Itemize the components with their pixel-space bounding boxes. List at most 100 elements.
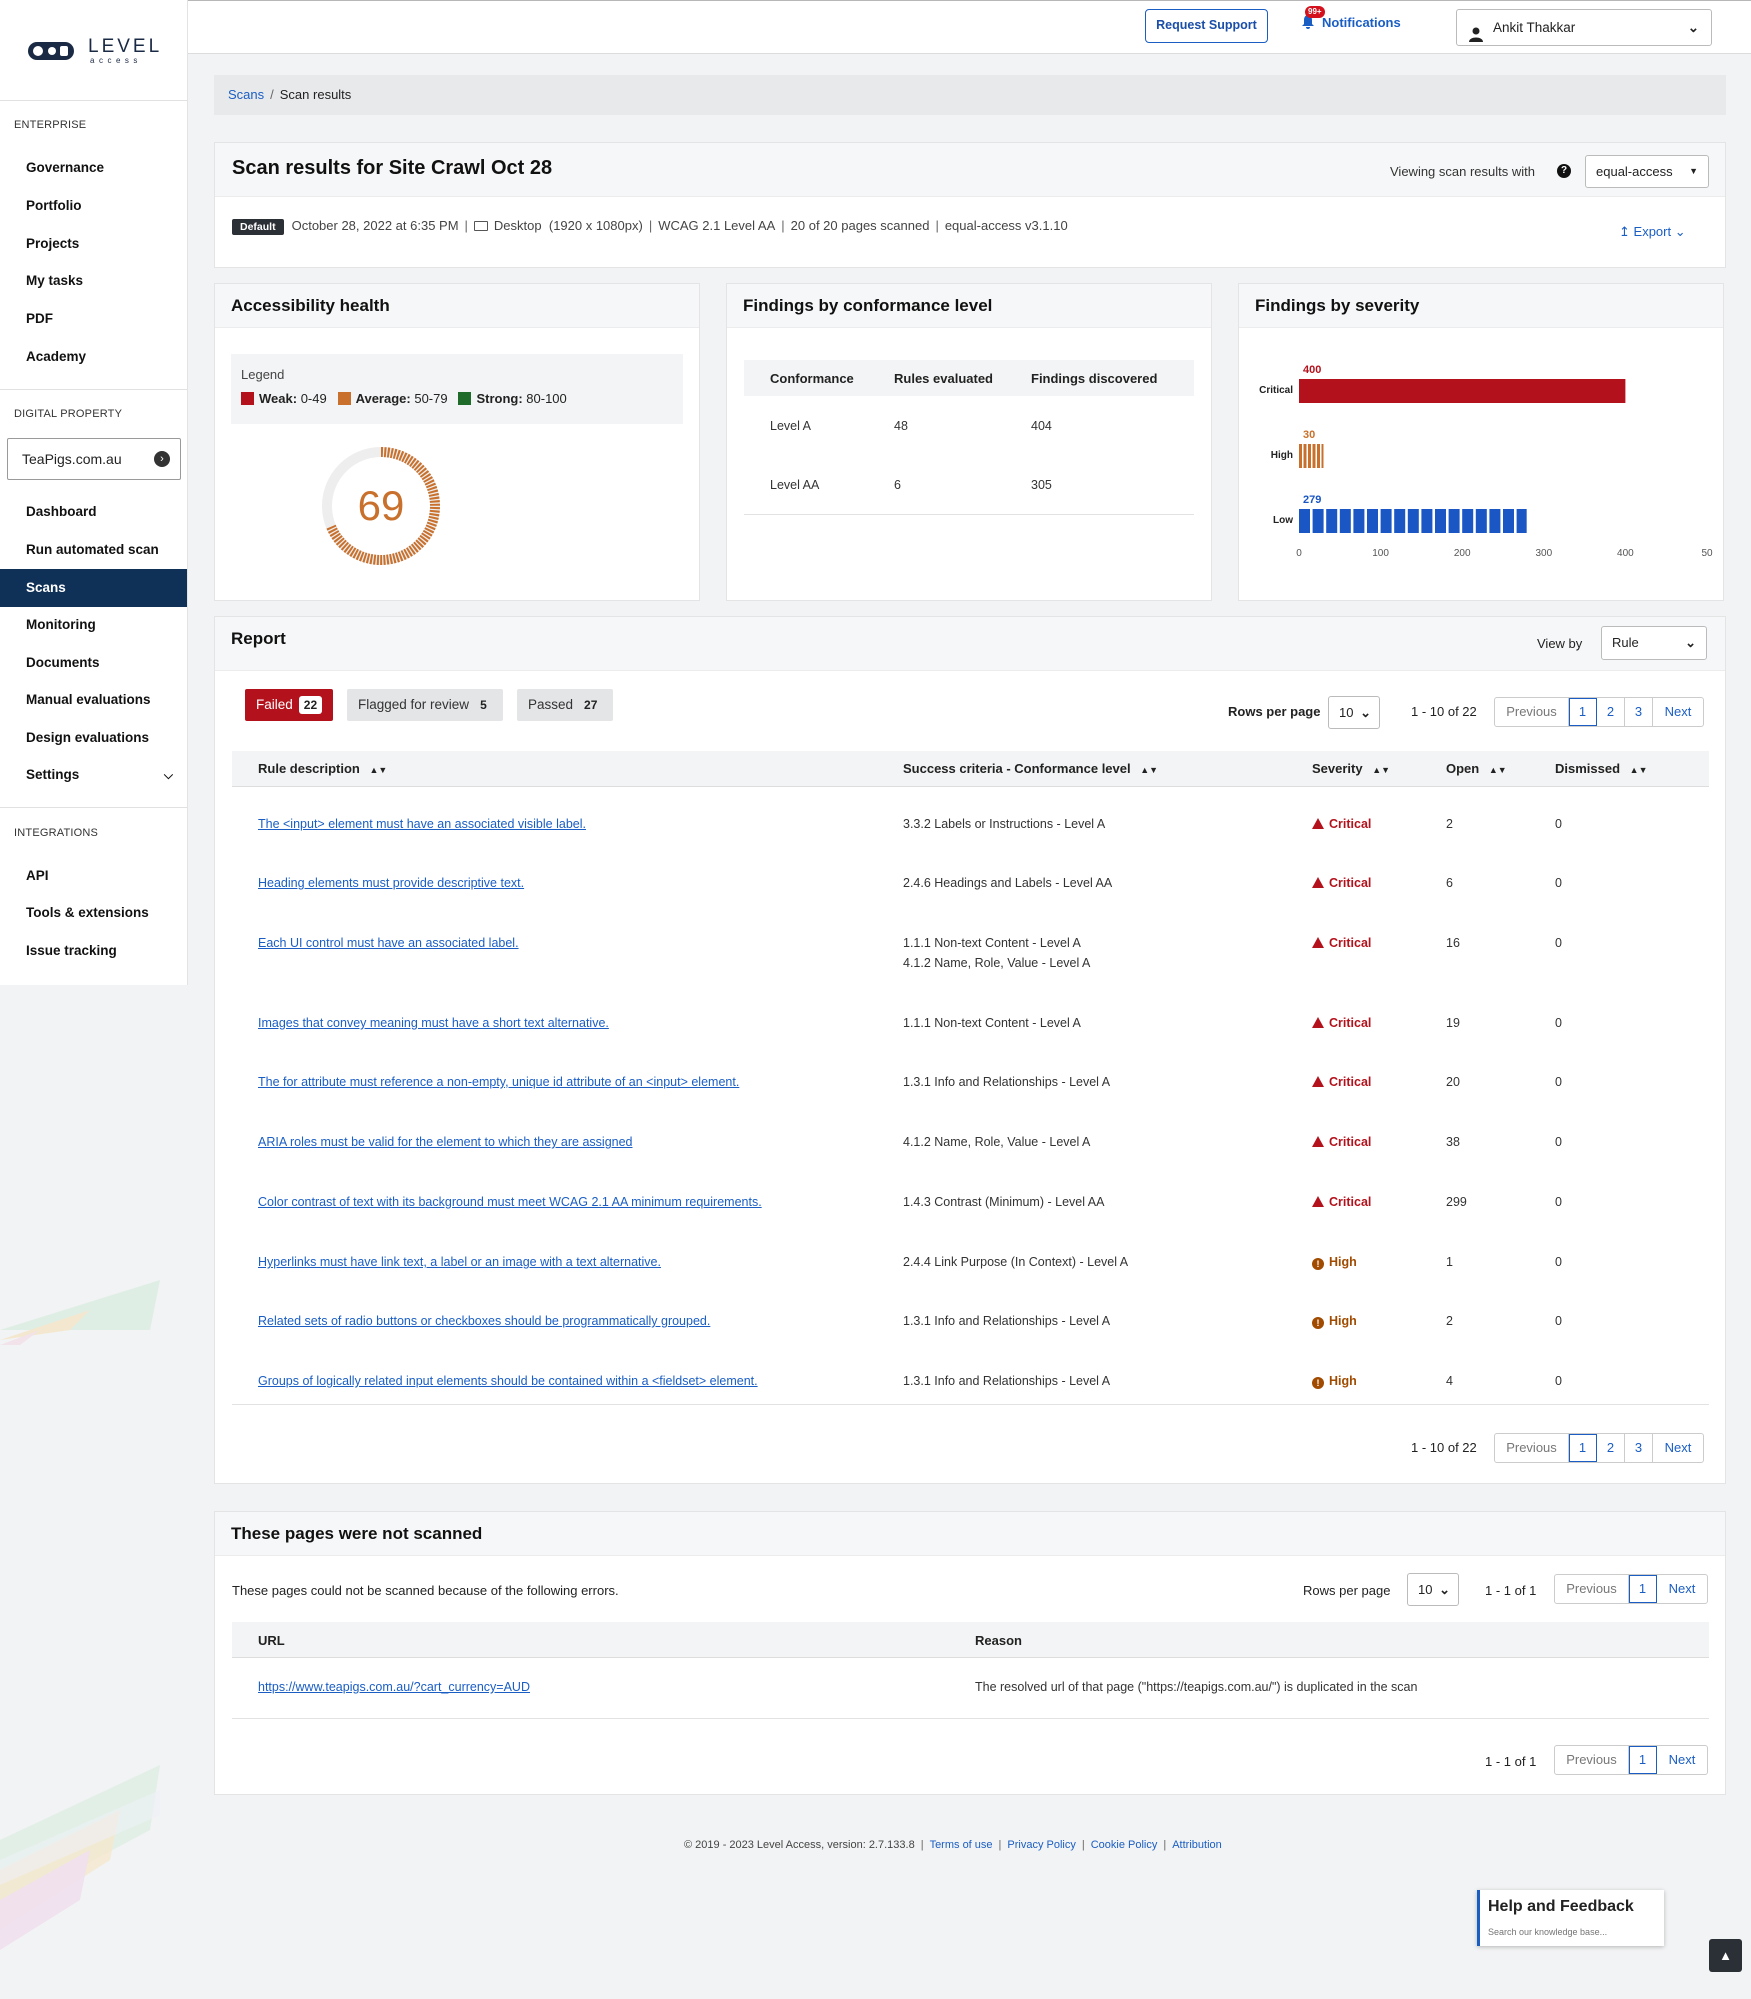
tab-passed[interactable]: Passed 27 bbox=[517, 689, 614, 721]
pagination-next[interactable]: Next bbox=[1664, 1440, 1692, 1455]
legend-range-weak: 0-49 bbox=[300, 391, 327, 406]
chart-bar-critical bbox=[1299, 379, 1626, 403]
pagination-page[interactable]: 3 bbox=[1625, 1434, 1653, 1462]
col-header-success-criteria[interactable]: Success criteria - Conformance level ▲▼ bbox=[903, 761, 1158, 776]
sidebar-item-academy[interactable]: Academy bbox=[26, 349, 87, 364]
sidebar-item-settings-label: Settings bbox=[26, 767, 80, 782]
sidebar-item-issue-tracking[interactable]: Issue tracking bbox=[26, 943, 117, 958]
rule-link[interactable]: Related sets of radio buttons or checkbo… bbox=[258, 1314, 711, 1328]
footer-link-cookie[interactable]: Cookie Policy bbox=[1090, 1839, 1158, 1851]
conformance-card: Findings by conformance level Conformanc… bbox=[726, 283, 1212, 601]
sidebar-item-my-tasks[interactable]: My tasks bbox=[26, 273, 84, 288]
rule-link[interactable]: Heading elements must provide descriptiv… bbox=[258, 876, 525, 890]
pagination-page[interactable]: 1 bbox=[1629, 1575, 1657, 1603]
digital-property-select[interactable]: TeaPigs.com.au › bbox=[7, 438, 181, 480]
sidebar-item-tools-extensions[interactable]: Tools & extensions bbox=[26, 905, 149, 920]
scroll-to-top-button[interactable]: ▲ bbox=[1709, 1939, 1742, 1972]
sidebar-item-manual-evaluations[interactable]: Manual evaluations bbox=[26, 692, 151, 707]
exclamation-circle-icon: ! bbox=[1312, 1317, 1324, 1329]
pagination-previous[interactable]: Previous bbox=[1555, 1746, 1629, 1774]
pagination: Previous 1 2 3 Next bbox=[1494, 697, 1704, 727]
rule-link[interactable]: The <input> element must have an associa… bbox=[258, 817, 586, 831]
warning-triangle-icon bbox=[1312, 1076, 1324, 1087]
rule-link[interactable]: The for attribute must reference a non-e… bbox=[258, 1075, 740, 1089]
footer-link-terms[interactable]: Terms of use bbox=[929, 1839, 993, 1851]
sidebar-item-settings[interactable]: Settings ⌵ bbox=[0, 756, 187, 794]
sidebar-item-pdf[interactable]: PDF bbox=[26, 311, 53, 326]
breadcrumb: Scans / Scan results bbox=[214, 75, 1726, 115]
request-support-button[interactable]: Request Support bbox=[1145, 9, 1268, 43]
legend-label-average: Average: bbox=[355, 391, 411, 406]
col-header-dismissed[interactable]: Dismissed ▲▼ bbox=[1555, 761, 1648, 776]
rows-per-page-select[interactable]: 10 ⌄ bbox=[1407, 1573, 1459, 1606]
not-scanned-url-link[interactable]: https://www.teapigs.com.au/?cart_currenc… bbox=[258, 1680, 530, 1694]
report-card: Report View by Rule ⌄ Failed 22 Flagged f… bbox=[214, 616, 1726, 1484]
notifications-button[interactable]: 99+ Notifications bbox=[1300, 6, 1401, 40]
warning-triangle-icon bbox=[1312, 1136, 1324, 1147]
rule-link[interactable]: Each UI control must have an associated … bbox=[258, 936, 519, 950]
chevron-down-icon: ⌄ bbox=[1439, 1582, 1450, 1597]
help-feedback-widget[interactable]: Help and Feedback bbox=[1477, 1890, 1664, 1946]
success-criteria: 1.4.3 Contrast (Minimum) - Level AA bbox=[903, 1195, 1105, 1209]
default-tag: Default bbox=[232, 219, 284, 235]
card-title-severity: Findings by severity bbox=[1239, 284, 1723, 328]
pagination-next[interactable]: Next bbox=[1668, 1581, 1696, 1596]
dismissed-count: 0 bbox=[1555, 1374, 1562, 1388]
sidebar-item-projects[interactable]: Projects bbox=[26, 236, 80, 251]
open-count: 20 bbox=[1446, 1075, 1460, 1089]
rule-link[interactable]: Groups of logically related input elemen… bbox=[258, 1374, 758, 1388]
chart-x-tick: 200 bbox=[1454, 548, 1471, 558]
pagination-page[interactable]: 1 bbox=[1569, 1434, 1597, 1462]
severity-label: Critical bbox=[1329, 1195, 1372, 1209]
sidebar-item-design-evaluations[interactable]: Design evaluations bbox=[26, 730, 150, 745]
rule-link[interactable]: Images that convey meaning must have a s… bbox=[258, 1016, 609, 1030]
col-header-rule-description[interactable]: Rule description ▲▼ bbox=[258, 761, 387, 776]
sort-icon: ▲▼ bbox=[369, 765, 388, 775]
sidebar-item-api[interactable]: API bbox=[26, 868, 49, 883]
rule-link[interactable]: Color contrast of text with its backgrou… bbox=[258, 1195, 762, 1209]
tab-flagged[interactable]: Flagged for review 5 bbox=[347, 689, 503, 721]
dismissed-count: 0 bbox=[1555, 1016, 1562, 1030]
pagination-page[interactable]: 1 bbox=[1569, 698, 1597, 726]
legend-label-weak: Weak: bbox=[259, 391, 298, 406]
engine-select[interactable]: equal-access ▼ bbox=[1585, 155, 1709, 188]
help-search-input[interactable] bbox=[1488, 1923, 1658, 1940]
sidebar-item-documents[interactable]: Documents bbox=[26, 655, 100, 670]
pagination-next[interactable]: Next bbox=[1664, 704, 1692, 719]
user-name: Ankit Thakkar bbox=[1493, 20, 1576, 35]
sidebar-item-run-automated-scan[interactable]: Run automated scan bbox=[26, 542, 159, 557]
sidebar-item-monitoring[interactable]: Monitoring bbox=[26, 617, 96, 632]
pagination-previous[interactable]: Previous bbox=[1495, 1434, 1569, 1462]
rule-link[interactable]: ARIA roles must be valid for the element… bbox=[258, 1135, 633, 1149]
rule-link[interactable]: Hyperlinks must have link text, a label … bbox=[258, 1255, 661, 1269]
pagination-page[interactable]: 3 bbox=[1625, 698, 1653, 726]
sidebar-item-scans[interactable]: Scans bbox=[0, 569, 187, 607]
pagination-page[interactable]: 2 bbox=[1597, 1434, 1625, 1462]
pagination-page[interactable]: 1 bbox=[1629, 1746, 1657, 1774]
sidebar-item-dashboard[interactable]: Dashboard bbox=[26, 504, 97, 519]
pagination-previous[interactable]: Previous bbox=[1555, 1575, 1629, 1603]
footer-link-attribution[interactable]: Attribution bbox=[1172, 1839, 1222, 1851]
level-access-logo[interactable]: LEVEL access bbox=[26, 30, 166, 70]
pagination-range-bottom: 1 - 1 of 1 bbox=[1485, 1754, 1537, 1769]
view-by-select[interactable]: Rule ⌄ bbox=[1601, 626, 1707, 660]
rows-per-page-select[interactable]: 10 ⌄ bbox=[1328, 696, 1380, 729]
sidebar-item-portfolio[interactable]: Portfolio bbox=[26, 198, 82, 213]
sidebar-item-governance[interactable]: Governance bbox=[26, 160, 105, 175]
footer-link-privacy[interactable]: Privacy Policy bbox=[1007, 1839, 1076, 1851]
open-count: 2 bbox=[1446, 817, 1453, 831]
col-header-severity[interactable]: Severity ▲▼ bbox=[1312, 761, 1390, 776]
pagination-page[interactable]: 2 bbox=[1597, 698, 1625, 726]
pagination-next[interactable]: Next bbox=[1668, 1752, 1696, 1767]
col-header-open[interactable]: Open ▲▼ bbox=[1446, 761, 1507, 776]
footer: © 2019 - 2023 Level Access, version: 2.7… bbox=[684, 1839, 1222, 1851]
tab-failed[interactable]: Failed 22 bbox=[245, 689, 334, 721]
chevron-down-icon: ⌄ bbox=[1685, 635, 1696, 650]
dismissed-count: 0 bbox=[1555, 1075, 1562, 1089]
user-menu-select[interactable]: Ankit Thakkar ⌄ bbox=[1456, 9, 1712, 46]
help-icon[interactable]: ? bbox=[1557, 164, 1571, 178]
pagination-previous[interactable]: Previous bbox=[1495, 698, 1569, 726]
breadcrumb-link-scans[interactable]: Scans bbox=[228, 87, 265, 102]
export-button[interactable]: ↥ Export ⌄ bbox=[1619, 224, 1686, 240]
legend-swatch-weak bbox=[241, 392, 254, 405]
